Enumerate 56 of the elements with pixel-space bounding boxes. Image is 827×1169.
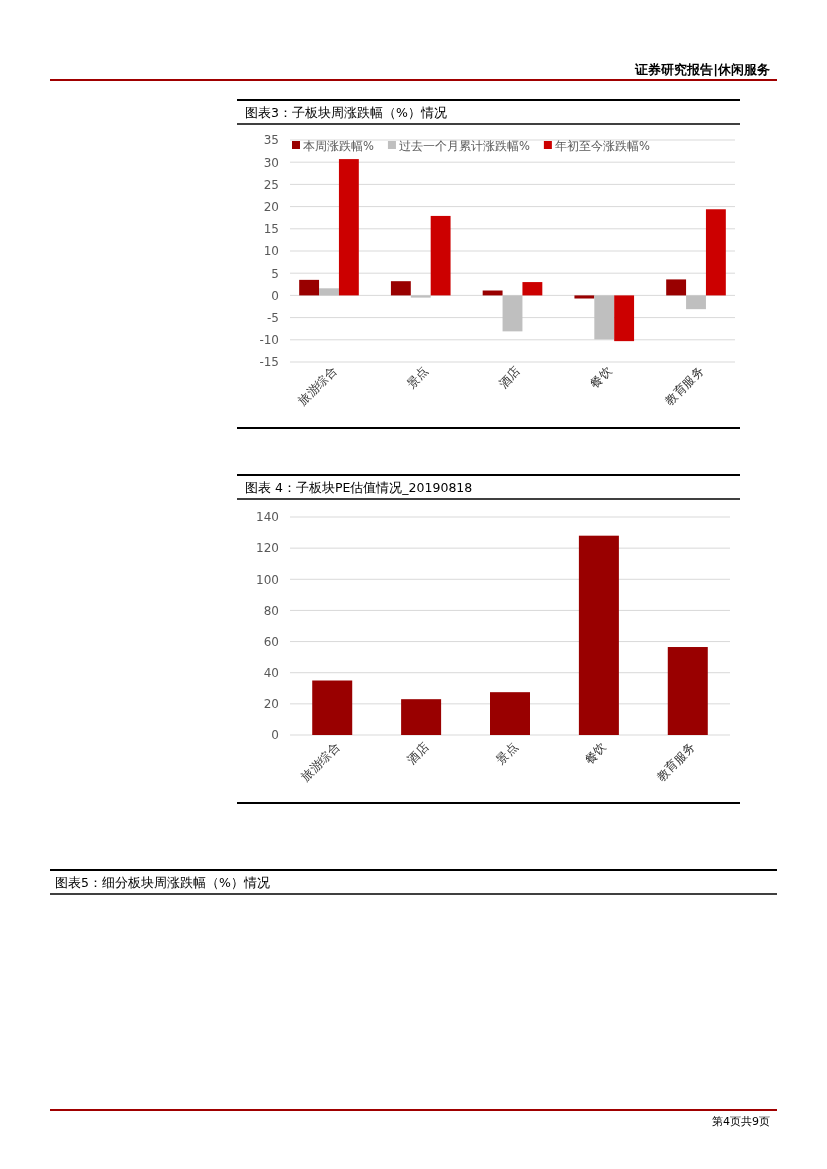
y-tick-label: 20	[263, 199, 279, 214]
y-tick-label: 25	[263, 177, 279, 192]
y-tick-label: 140	[256, 510, 279, 525]
y-tick-label: -15	[259, 355, 279, 370]
bar	[686, 295, 706, 310]
y-tick-label: 20	[263, 697, 279, 712]
text: 图表5：细分板块周涨跌幅（%）情况	[55, 875, 270, 890]
bar	[312, 680, 353, 735]
y-tick-label: 0	[271, 288, 279, 303]
x-tick-label: 教育服务	[654, 740, 698, 785]
x-tick-label: 餐饮	[582, 740, 610, 768]
bar	[401, 699, 442, 735]
bar	[705, 209, 726, 296]
x-tick-label: 旅游综合	[295, 364, 340, 409]
y-tick-label: 5	[271, 266, 279, 281]
x-tick-label: 酒店	[495, 364, 523, 392]
y-tick-label: -10	[259, 333, 279, 348]
chart-title: 图表 4：子板块PE估值情况_20190818	[245, 480, 473, 495]
bar	[522, 282, 543, 296]
x-tick-label: 景点	[493, 740, 521, 768]
bar	[410, 295, 431, 298]
bar	[490, 692, 530, 735]
bar	[390, 281, 411, 296]
x-tick-label: 景点	[404, 364, 431, 392]
text: 第4页共9页	[712, 1115, 770, 1128]
bar	[319, 288, 339, 296]
bar	[667, 647, 708, 735]
y-tick-label: 35	[263, 133, 279, 148]
legend-label: 过去一个月累计涨跌幅%	[398, 139, 530, 153]
bar	[578, 535, 619, 735]
bar	[594, 295, 615, 340]
y-tick-label: 10	[263, 244, 279, 259]
bar	[502, 295, 523, 332]
y-tick-label: 15	[263, 222, 279, 237]
y-tick-label: 30	[263, 155, 279, 170]
y-tick-label: 40	[263, 666, 279, 681]
y-tick-label: 120	[256, 541, 279, 556]
y-tick-label: -5	[267, 310, 279, 325]
legend-label: 年初至今涨跌幅%	[554, 139, 650, 153]
x-tick-label: 教育服务	[662, 364, 707, 409]
y-tick-label: 80	[263, 603, 279, 618]
bar	[574, 295, 595, 299]
bar	[666, 279, 687, 296]
legend-label: 本周涨跌幅%	[303, 139, 374, 153]
y-tick-label: 100	[256, 572, 279, 587]
bar	[614, 295, 635, 342]
chart-title: 图表3：子板块周涨跌幅（%）情况	[245, 105, 447, 120]
x-tick-label: 酒店	[404, 740, 432, 768]
bar	[430, 215, 451, 296]
y-tick-label: 0	[271, 728, 279, 743]
x-tick-label: 旅游综合	[298, 740, 343, 785]
bar	[299, 279, 320, 296]
text: 证券研究报告|休闲服务	[634, 62, 770, 77]
y-tick-label: 60	[263, 634, 279, 649]
x-tick-label: 餐饮	[587, 364, 615, 392]
bar	[338, 159, 359, 296]
